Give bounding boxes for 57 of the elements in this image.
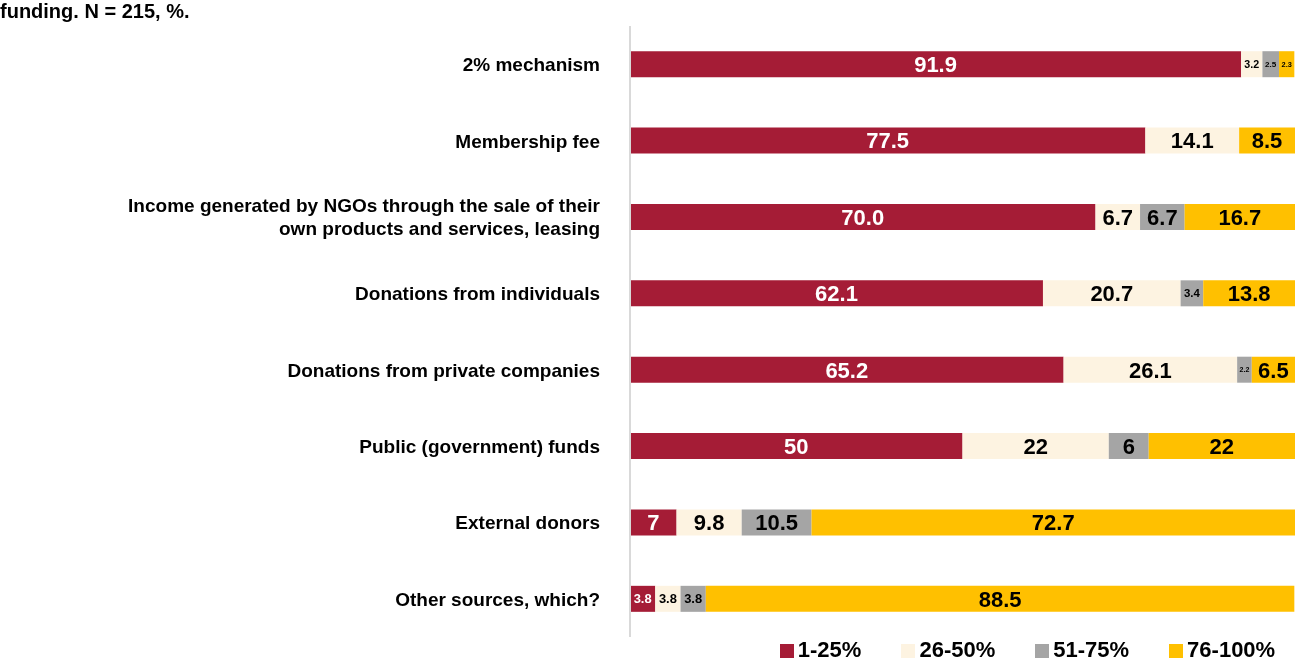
data-label: 3.8: [684, 591, 703, 607]
data-label: 6.5: [1258, 357, 1289, 383]
y-tick-label: External donors: [455, 512, 600, 534]
data-label: 3.8: [658, 591, 677, 607]
data-label: 62.1: [815, 281, 858, 307]
bar: [630, 51, 1242, 78]
data-label: 20.7: [1090, 281, 1134, 307]
legend-label: 1-25%: [797, 637, 862, 662]
data-label: 88.5: [978, 586, 1022, 612]
data-label: 65.2: [825, 357, 869, 383]
text: funding. N = 215, %.: [0, 0, 190, 23]
bar: [630, 280, 1043, 307]
y-tick-label: Income generated by NGOs through the sale of their own products and services, leasing: [128, 195, 601, 240]
y-tick-label: Other sources, which?: [395, 588, 600, 610]
bar: [1148, 433, 1295, 460]
bar: [1063, 356, 1238, 383]
data-label: 77.5: [866, 128, 910, 154]
bar: [1237, 356, 1252, 383]
bar: [1262, 51, 1280, 78]
data-label: 14.1: [1170, 128, 1214, 154]
data-label: 7: [647, 510, 660, 536]
data-label: 3.8: [633, 591, 652, 607]
data-label: 72.7: [1031, 510, 1075, 536]
bar: [811, 509, 1295, 536]
bar: [1042, 280, 1181, 307]
bar: [630, 509, 677, 536]
data-label: 9.8: [693, 510, 725, 536]
data-label: 22: [1209, 434, 1235, 459]
legend-label: 76-100%: [1187, 637, 1276, 662]
bar: [962, 433, 1109, 460]
y-tick-label: 2% mechanism: [462, 54, 600, 76]
data-label: 26.1: [1128, 357, 1172, 383]
data-label: 2.5: [1265, 60, 1277, 70]
y-tick-label: Donations from individuals: [355, 283, 600, 305]
data-label: 8.5: [1251, 128, 1283, 154]
data-label: 6: [1122, 434, 1135, 459]
bar: [630, 356, 1064, 383]
bar: [705, 585, 1295, 612]
data-label: 70.0: [841, 204, 885, 230]
data-label: 13.8: [1227, 281, 1271, 307]
legend-label: 26-50%: [919, 637, 996, 662]
data-label: 6.7: [1102, 204, 1134, 230]
data-label: 22: [1023, 434, 1048, 459]
legend-label: 51-75%: [1053, 637, 1130, 662]
y-tick-label: Donations from private companies: [287, 359, 600, 381]
bar: [630, 433, 963, 460]
y-tick-label: Public (government) funds: [359, 436, 600, 458]
data-label: 91.9: [914, 52, 957, 78]
data-label: 3.4: [1183, 287, 1201, 300]
y-tick-label: Membership fee: [455, 130, 600, 152]
bar: [630, 203, 1096, 230]
data-label: 6.7: [1147, 204, 1178, 230]
data-label: 16.7: [1218, 204, 1262, 230]
data-label: 10.5: [755, 510, 799, 536]
data-label: 3.2: [1244, 58, 1260, 71]
bar: [630, 127, 1146, 154]
data-label: 50: [784, 434, 809, 459]
